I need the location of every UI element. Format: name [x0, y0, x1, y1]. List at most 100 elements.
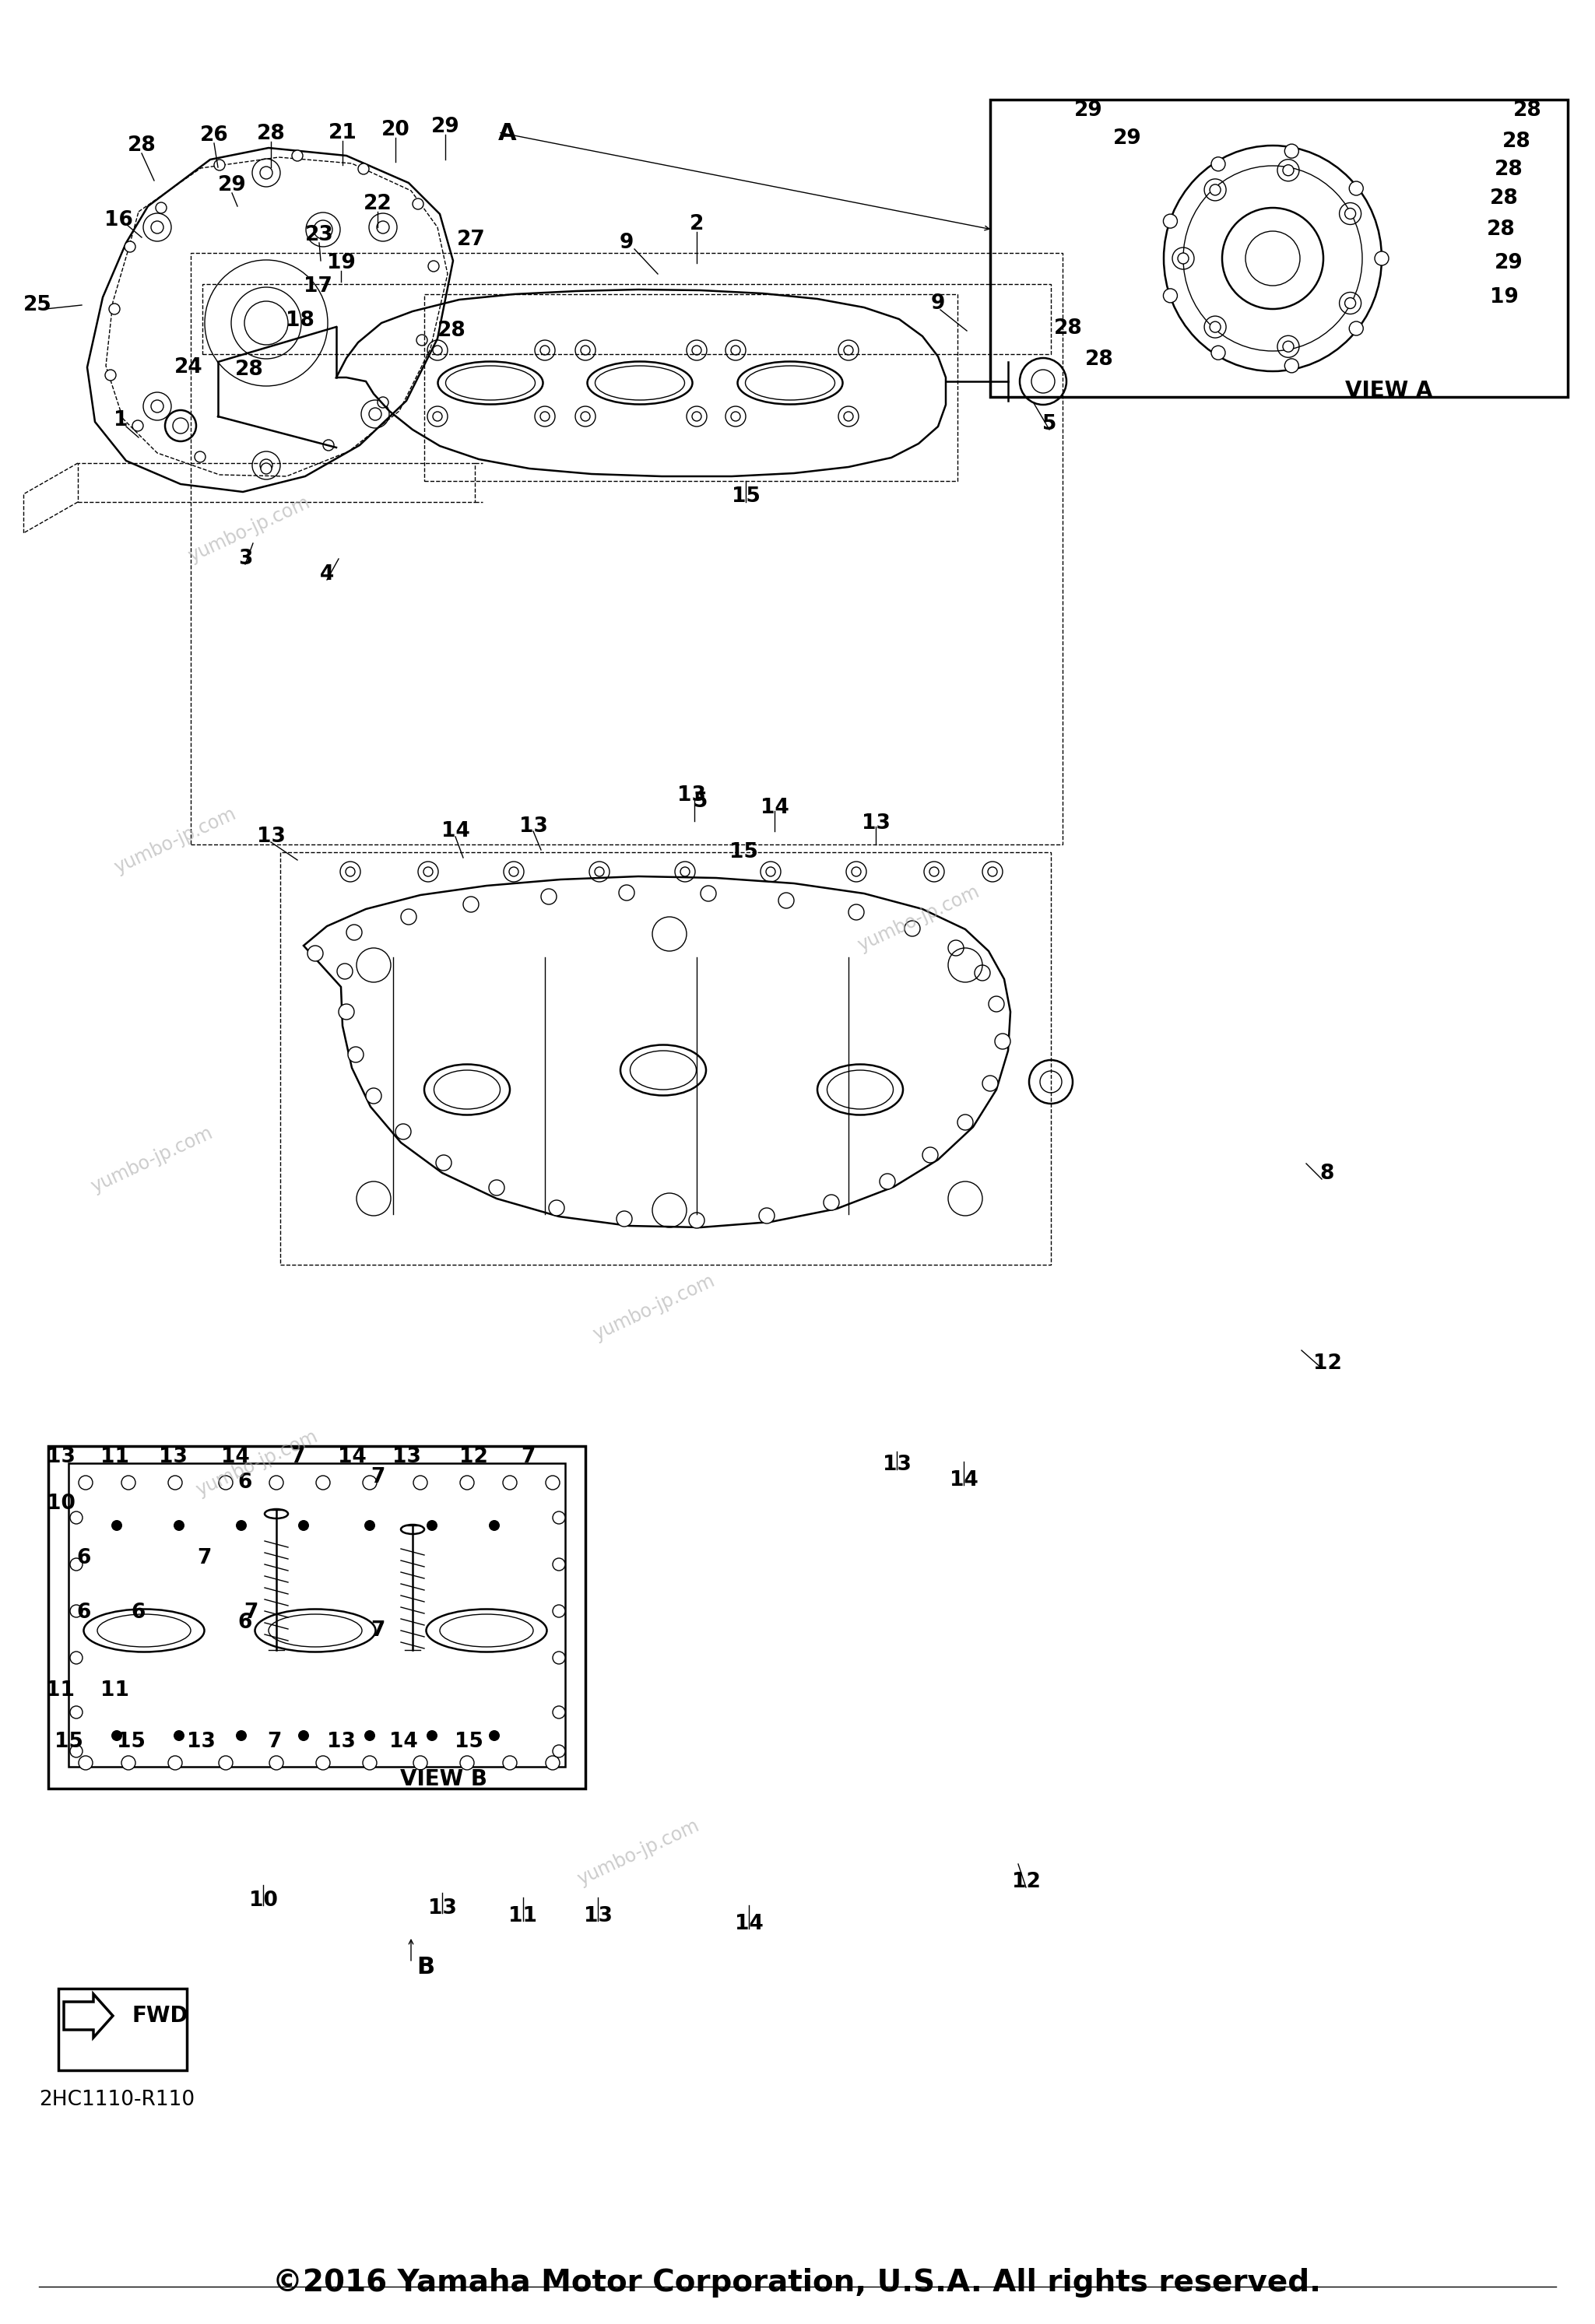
Circle shape [376, 221, 389, 232]
Circle shape [112, 1520, 123, 1532]
Circle shape [348, 1046, 364, 1062]
Text: 6: 6 [238, 1473, 252, 1492]
Circle shape [553, 1606, 565, 1618]
Circle shape [1163, 214, 1177, 228]
Circle shape [396, 1125, 412, 1139]
Circle shape [509, 867, 518, 876]
Circle shape [766, 867, 775, 876]
Circle shape [152, 400, 163, 411]
Circle shape [1284, 358, 1298, 372]
Text: 28: 28 [1054, 318, 1083, 339]
Circle shape [314, 221, 332, 239]
Circle shape [70, 1511, 83, 1525]
Circle shape [947, 941, 963, 955]
Circle shape [174, 1729, 185, 1741]
Text: VIEW A: VIEW A [1345, 379, 1432, 402]
Circle shape [681, 867, 689, 876]
Text: 15: 15 [54, 1731, 83, 1752]
Circle shape [502, 1476, 517, 1490]
Text: 13: 13 [327, 1731, 356, 1752]
Circle shape [553, 1557, 565, 1571]
Circle shape [1349, 181, 1364, 195]
Text: 11: 11 [100, 1448, 129, 1466]
Circle shape [121, 1757, 136, 1771]
Circle shape [545, 1757, 560, 1771]
Circle shape [759, 1208, 775, 1222]
Text: 28: 28 [1502, 132, 1531, 151]
Text: 29: 29 [1495, 253, 1523, 274]
Text: 14: 14 [761, 797, 790, 818]
Text: 13: 13 [861, 813, 890, 834]
Circle shape [581, 411, 590, 421]
Text: yumbo-jp.com: yumbo-jp.com [112, 804, 239, 876]
Text: 6: 6 [238, 1613, 252, 1634]
Circle shape [167, 1757, 182, 1771]
Circle shape [364, 1729, 375, 1741]
Circle shape [236, 1729, 247, 1741]
Circle shape [1177, 253, 1188, 265]
Bar [69, 1464, 565, 1766]
Circle shape [270, 1476, 284, 1490]
Circle shape [689, 1213, 705, 1227]
Circle shape [70, 1606, 83, 1618]
Circle shape [1345, 297, 1356, 309]
Circle shape [975, 964, 990, 981]
Circle shape [849, 904, 864, 920]
Circle shape [1375, 251, 1389, 265]
Circle shape [922, 1148, 938, 1162]
Circle shape [1282, 342, 1294, 351]
Text: 14: 14 [735, 1915, 762, 1934]
Text: 28: 28 [1487, 218, 1515, 239]
Text: 13: 13 [392, 1448, 421, 1466]
Text: 13: 13 [427, 1899, 456, 1920]
Text: yumbo-jp.com: yumbo-jp.com [88, 1122, 215, 1197]
Text: 1: 1 [113, 409, 128, 430]
Text: yumbo-jp.com: yumbo-jp.com [855, 883, 983, 955]
Text: 28: 28 [1085, 349, 1113, 370]
Circle shape [1211, 346, 1225, 360]
Text: 5: 5 [694, 792, 708, 811]
Circle shape [423, 867, 432, 876]
Text: 28: 28 [128, 135, 156, 156]
Text: 4: 4 [321, 565, 333, 586]
Text: 15: 15 [455, 1731, 483, 1752]
Text: 7: 7 [370, 1466, 384, 1487]
Text: A: A [498, 123, 517, 144]
Bar [990, 100, 1568, 397]
Text: 10: 10 [249, 1889, 278, 1910]
Circle shape [957, 1116, 973, 1129]
Circle shape [337, 964, 352, 978]
Circle shape [426, 1729, 437, 1741]
Text: 14: 14 [220, 1448, 249, 1466]
Circle shape [112, 1729, 123, 1741]
Text: 28: 28 [437, 321, 466, 342]
Circle shape [362, 1476, 376, 1490]
Circle shape [70, 1745, 83, 1757]
Circle shape [553, 1511, 565, 1525]
Circle shape [260, 462, 271, 474]
Text: 11: 11 [509, 1906, 538, 1927]
Circle shape [338, 1004, 354, 1020]
Circle shape [904, 920, 920, 937]
Text: 29: 29 [431, 116, 459, 137]
Text: 15: 15 [116, 1731, 145, 1752]
Circle shape [488, 1181, 504, 1195]
Circle shape [581, 346, 590, 356]
Circle shape [731, 346, 740, 356]
Text: 12: 12 [459, 1448, 488, 1466]
Circle shape [195, 451, 206, 462]
Circle shape [541, 346, 550, 356]
Bar [48, 1446, 585, 1789]
Circle shape [308, 946, 324, 962]
Circle shape [214, 160, 225, 170]
Text: 9: 9 [619, 232, 633, 253]
Circle shape [488, 1729, 499, 1741]
Circle shape [78, 1476, 93, 1490]
Circle shape [346, 867, 356, 876]
Circle shape [413, 1476, 427, 1490]
Circle shape [488, 1520, 499, 1532]
Circle shape [778, 892, 794, 909]
Text: 13: 13 [257, 827, 286, 846]
Circle shape [432, 346, 442, 356]
Circle shape [1211, 158, 1225, 172]
